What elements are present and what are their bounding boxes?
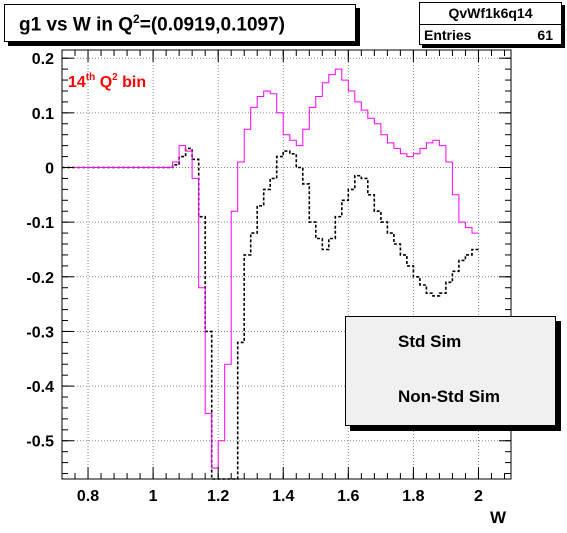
annotation-q: Q — [95, 74, 112, 91]
x-tick-label-2: 1.2 — [207, 488, 229, 505]
y-tick-label-5: -0.3 — [26, 324, 54, 341]
stats-divider — [420, 24, 561, 25]
x-tick-label-0: 0.8 — [77, 488, 99, 505]
title-superscript: 2 — [133, 12, 140, 26]
stats-box: QvWf1k6q14 Entries 61 — [419, 2, 562, 45]
legend-label-nonstd: Non-Std Sim — [398, 387, 500, 406]
series-line-non-std-sim — [62, 68, 479, 469]
annotation-number: 14 — [68, 74, 86, 91]
annotation-bin-label: 14th Q2 bin — [68, 72, 146, 91]
axes-group: 0.8 1 1.2 1.4 1.6 1.8 2 0.2 0.1 0 -0.1 -0.2 -0.3 -0.4… — [26, 50, 511, 505]
entries-label: Entries — [424, 27, 472, 43]
series-group — [62, 68, 479, 480]
y-tick-label-6: -0.4 — [26, 379, 54, 396]
entries-value: 61 — [537, 27, 553, 43]
y-tick-label-7: -0.5 — [26, 434, 54, 451]
annotation-q-exp: 2 — [112, 72, 118, 83]
x-tick-label-3: 1.4 — [272, 488, 294, 505]
chart-title: g1 vs W in Q2=(0.0919,0.1097) — [19, 12, 285, 36]
annotation-bin: bin — [118, 74, 146, 91]
title-box: g1 vs W in Q2=(0.0919,0.1097) — [4, 4, 356, 42]
y-tick-label-4: -0.2 — [26, 270, 54, 287]
histogram-name: QvWf1k6q14 — [448, 5, 533, 21]
y-tick-label-1: 0.1 — [32, 106, 54, 123]
title-main: g1 vs W in Q — [19, 14, 134, 36]
x-axis-label: W — [490, 508, 507, 527]
x-tick-label-1: 1 — [149, 488, 158, 505]
title-range: =(0.0919,0.1097) — [139, 14, 285, 36]
x-tick-label-6: 2 — [474, 488, 483, 505]
y-tick-label-3: -0.1 — [26, 215, 54, 232]
annotation-ordinal: th — [86, 72, 95, 83]
legend-label-std: Std Sim — [398, 332, 462, 351]
x-tick-label-5: 1.8 — [402, 488, 424, 505]
x-tick-label-4: 1.6 — [337, 488, 359, 505]
legend: Std Sim Non-Std Sim — [345, 316, 556, 426]
y-tick-label-0: 0.2 — [32, 51, 54, 68]
y-tick-label-2: 0 — [45, 160, 54, 177]
